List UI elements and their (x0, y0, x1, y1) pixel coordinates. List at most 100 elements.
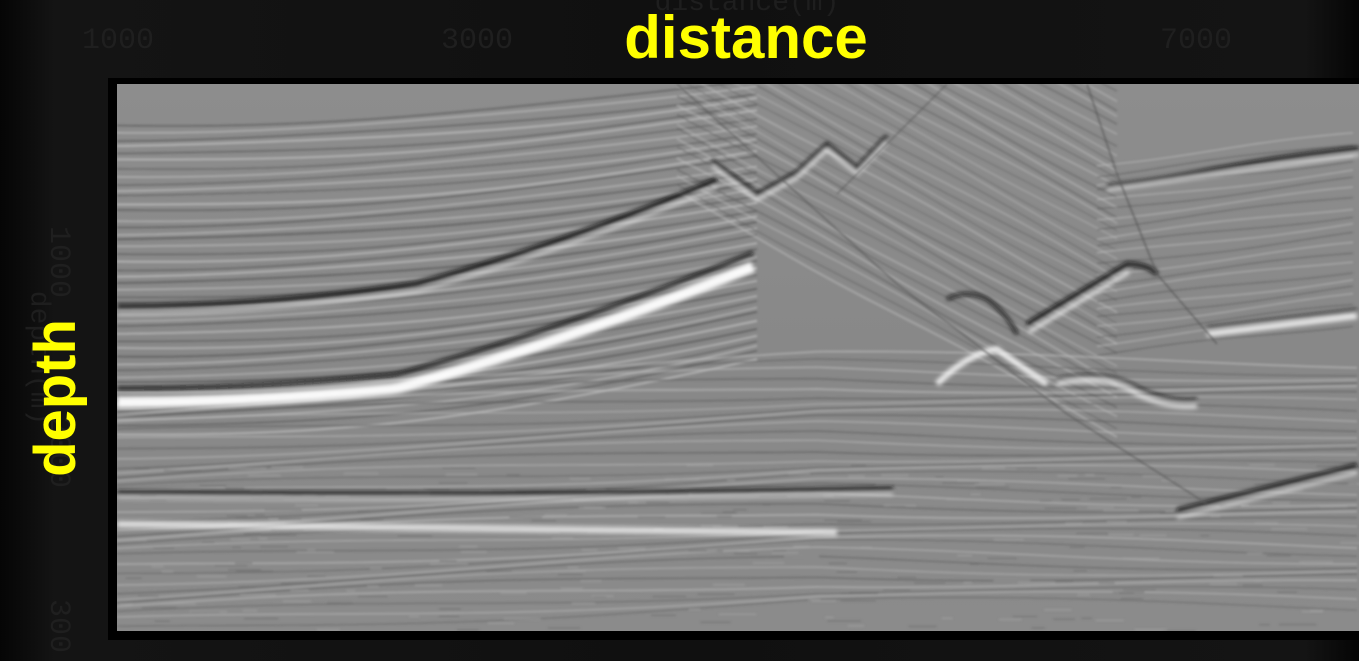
reflector-line (1096, 292, 1354, 327)
noise-streak (244, 617, 279, 620)
noise-streak (1259, 623, 1270, 626)
noise-streak (367, 585, 379, 588)
noise-streak (442, 467, 476, 469)
noise-streak (975, 486, 1010, 488)
noise-streak (506, 474, 521, 476)
reflector-line (117, 408, 1358, 439)
noise-streak (999, 618, 1022, 621)
reflector-line (117, 155, 758, 212)
reflector-line (1027, 270, 1131, 334)
reflector-line (117, 165, 758, 223)
noise-streak (438, 482, 468, 484)
noise-streak (881, 474, 909, 477)
noise-streak (1120, 597, 1143, 600)
noise-streak (688, 550, 724, 552)
reflector-line (117, 486, 894, 496)
reflector-line (717, 84, 1118, 301)
reflector-line (946, 292, 1019, 335)
noise-streak (1017, 581, 1056, 584)
reflector-line (1096, 169, 1354, 201)
noise-streak (317, 629, 340, 631)
noise-streak (718, 613, 757, 616)
noise-streak (125, 577, 142, 579)
reflector-line (1038, 84, 1118, 126)
noise-streak (1348, 483, 1359, 485)
noise-streak (1044, 609, 1072, 611)
noise-streak (762, 503, 771, 506)
noise-streak (1277, 591, 1298, 593)
noise-streak (848, 475, 865, 477)
reflector-line (117, 210, 758, 272)
seismic-section-image (117, 84, 1359, 631)
reflector-line (117, 295, 758, 366)
noise-streak (808, 598, 821, 601)
noise-streak (117, 539, 147, 541)
noise-streak (307, 575, 326, 578)
noise-streak (243, 532, 261, 535)
noise-streak (784, 555, 819, 558)
noise-streak (234, 562, 253, 564)
reflector-line (117, 453, 1358, 482)
noise-streak (531, 520, 557, 522)
noise-streak (825, 616, 834, 619)
noise-streak (712, 525, 738, 528)
noise-streak (686, 464, 714, 467)
noise-streak (771, 552, 799, 554)
noise-streak (1098, 582, 1115, 584)
reflector-line (1096, 186, 1354, 221)
noise-streak (1213, 575, 1243, 577)
noise-streak (828, 562, 847, 565)
noise-streak (326, 602, 353, 604)
noise-streak (1210, 583, 1237, 585)
noise-streak (459, 545, 478, 548)
noise-streak (260, 545, 289, 548)
reflector-line (1001, 84, 1118, 148)
reflector-line (1096, 241, 1354, 276)
reflector-line (117, 171, 758, 229)
noise-streak (1279, 623, 1317, 626)
reflector-line (117, 566, 1358, 601)
reflector-line (676, 95, 1118, 339)
noise-streak (295, 504, 319, 507)
reflector-line (1096, 285, 1354, 318)
noise-streak (1272, 502, 1290, 504)
reflector-line (117, 430, 1358, 470)
reflector-line (117, 482, 1357, 522)
noise-streak (571, 602, 595, 605)
noise-streak (1162, 630, 1196, 631)
noise-streak (139, 494, 157, 497)
noise-streak (1031, 627, 1046, 629)
reflector-line (117, 150, 758, 206)
noise-streak (151, 565, 164, 568)
noise-streak (860, 546, 872, 549)
noise-streak (963, 582, 972, 584)
noise-streak (228, 569, 262, 571)
noise-streak (438, 608, 462, 610)
noise-streak (1139, 534, 1167, 537)
reflector-line (117, 280, 758, 350)
noise-streak (827, 620, 861, 622)
noise-streak (153, 547, 175, 549)
noise-streak (1254, 522, 1279, 524)
noise-streak (1271, 528, 1308, 530)
noise-streak (697, 593, 735, 595)
reflector-line (117, 142, 758, 197)
noise-streak (837, 520, 872, 523)
reflector-line (676, 168, 1118, 409)
noise-streak (1254, 483, 1284, 486)
reflector-line (765, 84, 1118, 279)
noise-streak (438, 615, 460, 618)
noise-streak (296, 551, 334, 553)
reflector-line (778, 84, 1118, 271)
noise-streak (430, 563, 468, 565)
faint-x-axis-label: distance(m) (654, 0, 840, 19)
reflector-line (676, 127, 1118, 375)
noise-streak (214, 564, 248, 567)
reflector-line (117, 256, 758, 322)
noise-streak (1076, 532, 1109, 535)
reflector-line (937, 84, 1118, 179)
reflector-line (117, 181, 758, 241)
noise-streak (1044, 507, 1077, 510)
noise-streak (581, 549, 598, 551)
y-tick-label: 300 (41, 598, 75, 654)
